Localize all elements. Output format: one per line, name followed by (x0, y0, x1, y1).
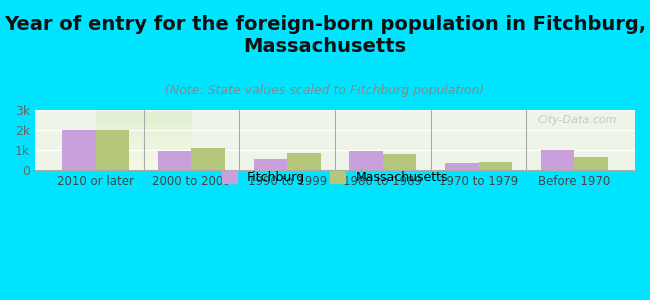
Bar (287, 153, 320, 170)
Bar (349, 151, 383, 170)
Bar (158, 151, 192, 170)
Bar (574, 157, 608, 170)
Bar (192, 148, 225, 170)
Legend: Fitchburg, Massachusetts: Fitchburg, Massachusetts (217, 166, 453, 189)
Bar (541, 150, 574, 170)
Bar (96, 130, 129, 170)
Text: (Note: State values scaled to Fitchburg population): (Note: State values scaled to Fitchburg … (165, 84, 485, 97)
Bar (62, 130, 96, 170)
Bar (254, 159, 287, 170)
Bar (478, 162, 512, 170)
Text: Year of entry for the foreign-born population in Fitchburg,
Massachusetts: Year of entry for the foreign-born popul… (4, 15, 646, 56)
Bar (445, 163, 478, 170)
Text: City-Data.com: City-Data.com (538, 115, 617, 125)
Bar (383, 154, 417, 170)
